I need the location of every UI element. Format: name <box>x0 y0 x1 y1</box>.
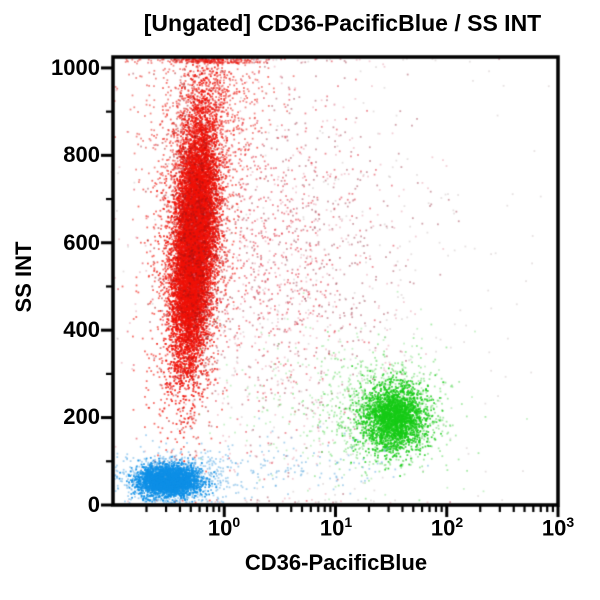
x-tick-label-1e2: 102 <box>430 514 464 541</box>
y-tick-label-800: 800 <box>63 142 100 167</box>
y-tick-label-200: 200 <box>63 404 100 429</box>
x-tick-label-1e3: 103 <box>541 514 575 541</box>
plot-title: [Ungated] CD36-PacificBlue / SS INT <box>143 10 542 36</box>
x-tick-label-1e0: 100 <box>207 514 241 541</box>
x-tick-label-1e1: 101 <box>319 514 353 541</box>
y-tick-label-1000: 1000 <box>51 55 100 80</box>
x-axis-title: CD36-PacificBlue <box>244 550 428 575</box>
y-tick-label-0: 0 <box>87 492 100 517</box>
y-tick-label-400: 400 <box>63 317 100 342</box>
y-tick-label-600: 600 <box>63 230 100 255</box>
